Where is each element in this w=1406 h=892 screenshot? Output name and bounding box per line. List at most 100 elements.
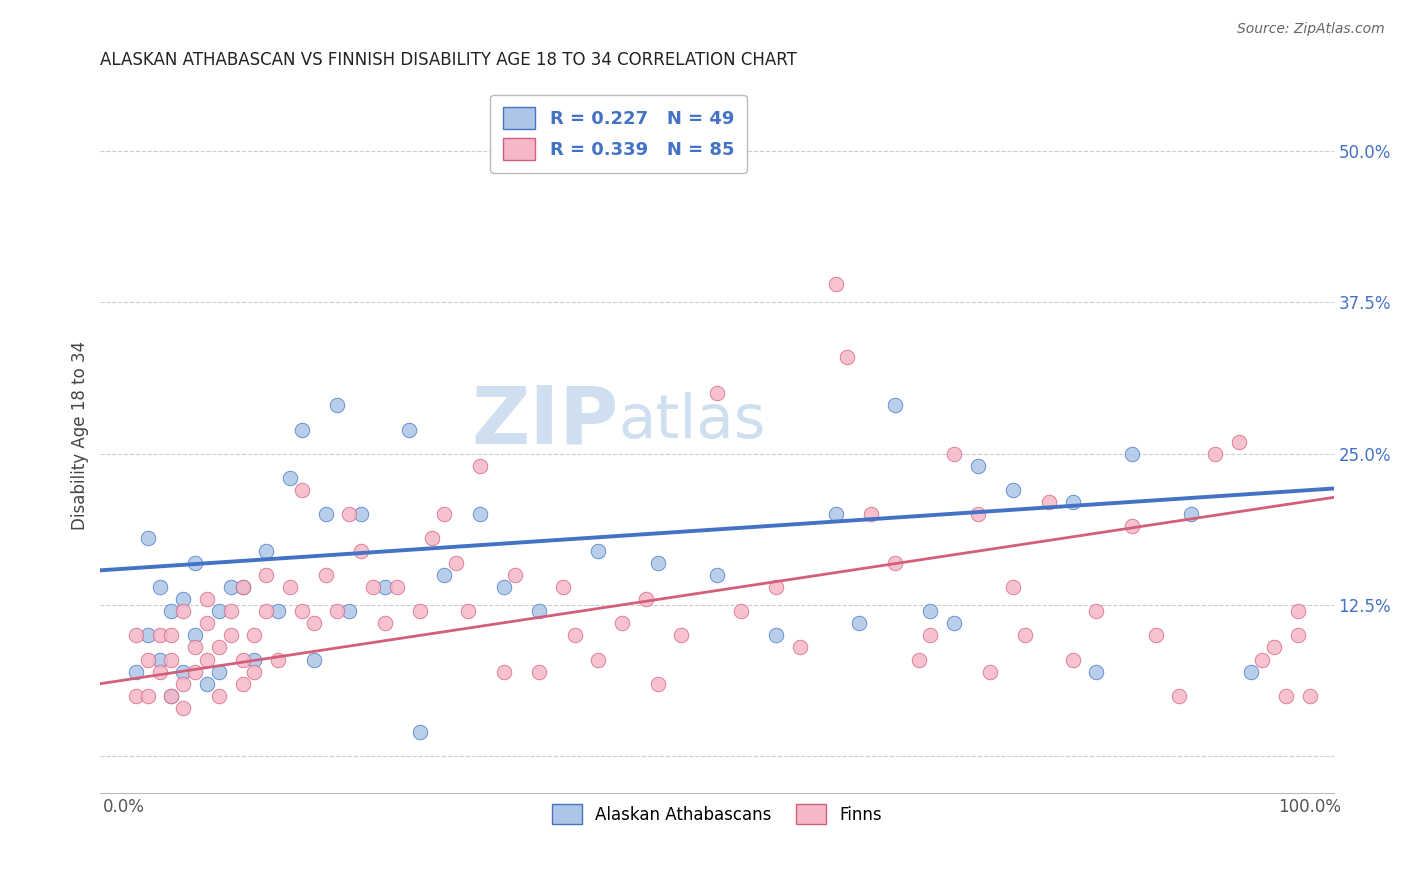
Point	[765, 628, 787, 642]
Point	[254, 543, 277, 558]
Point	[433, 567, 456, 582]
Point	[907, 652, 929, 666]
Point	[149, 652, 172, 666]
Point	[966, 458, 988, 473]
Point	[337, 604, 360, 618]
Point	[1275, 689, 1298, 703]
Point	[444, 556, 467, 570]
Point	[184, 665, 207, 679]
Point	[848, 616, 870, 631]
Point	[149, 628, 172, 642]
Point	[326, 604, 349, 618]
Point	[350, 543, 373, 558]
Point	[172, 701, 194, 715]
Point	[647, 677, 669, 691]
Point	[160, 689, 183, 703]
Point	[208, 689, 231, 703]
Legend: Alaskan Athabascans, Finns: Alaskan Athabascans, Finns	[541, 794, 893, 834]
Point	[125, 689, 148, 703]
Point	[172, 665, 194, 679]
Point	[1239, 665, 1261, 679]
Point	[1204, 447, 1226, 461]
Point	[457, 604, 479, 618]
Point	[492, 580, 515, 594]
Point	[409, 604, 432, 618]
Point	[564, 628, 586, 642]
Point	[172, 604, 194, 618]
Point	[125, 665, 148, 679]
Point	[979, 665, 1001, 679]
Point	[361, 580, 384, 594]
Point	[824, 508, 846, 522]
Point	[588, 652, 610, 666]
Point	[195, 677, 218, 691]
Y-axis label: Disability Age 18 to 34: Disability Age 18 to 34	[72, 341, 89, 530]
Point	[291, 604, 314, 618]
Point	[302, 652, 325, 666]
Point	[172, 677, 194, 691]
Point	[920, 628, 942, 642]
Point	[422, 532, 444, 546]
Point	[943, 447, 966, 461]
Point	[291, 483, 314, 497]
Point	[136, 689, 159, 703]
Point	[243, 652, 266, 666]
Point	[208, 640, 231, 655]
Point	[1286, 604, 1309, 618]
Point	[184, 628, 207, 642]
Point	[267, 604, 290, 618]
Point	[267, 652, 290, 666]
Point	[232, 652, 254, 666]
Point	[824, 277, 846, 292]
Point	[1180, 508, 1202, 522]
Point	[468, 508, 491, 522]
Point	[195, 592, 218, 607]
Point	[527, 604, 550, 618]
Point	[149, 580, 172, 594]
Point	[160, 652, 183, 666]
Point	[254, 604, 277, 618]
Point	[172, 592, 194, 607]
Point	[337, 508, 360, 522]
Point	[966, 508, 988, 522]
Point	[374, 616, 396, 631]
Point	[920, 604, 942, 618]
Point	[671, 628, 693, 642]
Point	[184, 556, 207, 570]
Point	[219, 628, 242, 642]
Point	[160, 628, 183, 642]
Point	[551, 580, 574, 594]
Point	[302, 616, 325, 631]
Text: ZIP: ZIP	[471, 383, 619, 460]
Point	[254, 567, 277, 582]
Point	[136, 652, 159, 666]
Point	[610, 616, 633, 631]
Point	[315, 508, 337, 522]
Point	[634, 592, 657, 607]
Point	[527, 665, 550, 679]
Text: Source: ZipAtlas.com: Source: ZipAtlas.com	[1237, 22, 1385, 37]
Point	[208, 665, 231, 679]
Point	[232, 677, 254, 691]
Point	[706, 386, 728, 401]
Point	[1251, 652, 1274, 666]
Point	[385, 580, 408, 594]
Point	[647, 556, 669, 570]
Point	[278, 580, 301, 594]
Point	[1002, 580, 1025, 594]
Point	[1038, 495, 1060, 509]
Point	[1263, 640, 1285, 655]
Point	[943, 616, 966, 631]
Point	[1121, 519, 1143, 533]
Point	[1085, 604, 1108, 618]
Point	[433, 508, 456, 522]
Point	[860, 508, 883, 522]
Point	[409, 725, 432, 739]
Point	[1227, 434, 1250, 449]
Point	[219, 604, 242, 618]
Text: ALASKAN ATHABASCAN VS FINNISH DISABILITY AGE 18 TO 34 CORRELATION CHART: ALASKAN ATHABASCAN VS FINNISH DISABILITY…	[100, 51, 797, 69]
Point	[278, 471, 301, 485]
Point	[706, 567, 728, 582]
Point	[208, 604, 231, 618]
Point	[232, 580, 254, 594]
